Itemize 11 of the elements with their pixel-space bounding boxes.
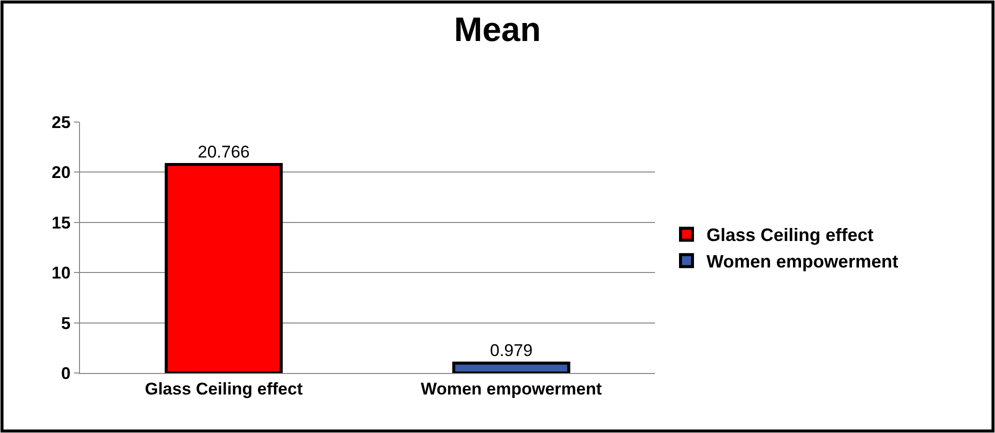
legend-label: Glass Ceiling effect	[706, 225, 874, 246]
y-tick-label: 25	[52, 112, 71, 132]
data-label: 20.766	[198, 142, 250, 162]
y-tick-label: 20	[52, 163, 71, 182]
data-label: 0.979	[490, 341, 533, 360]
y-tick-label: 15	[52, 213, 71, 232]
y-tick-label: 0	[61, 364, 71, 383]
chart-title: Mean	[454, 11, 541, 50]
y-tick-label: 10	[52, 264, 71, 283]
legend-label: Women empowerment	[706, 252, 898, 272]
y-tick-label: 5	[61, 314, 71, 333]
